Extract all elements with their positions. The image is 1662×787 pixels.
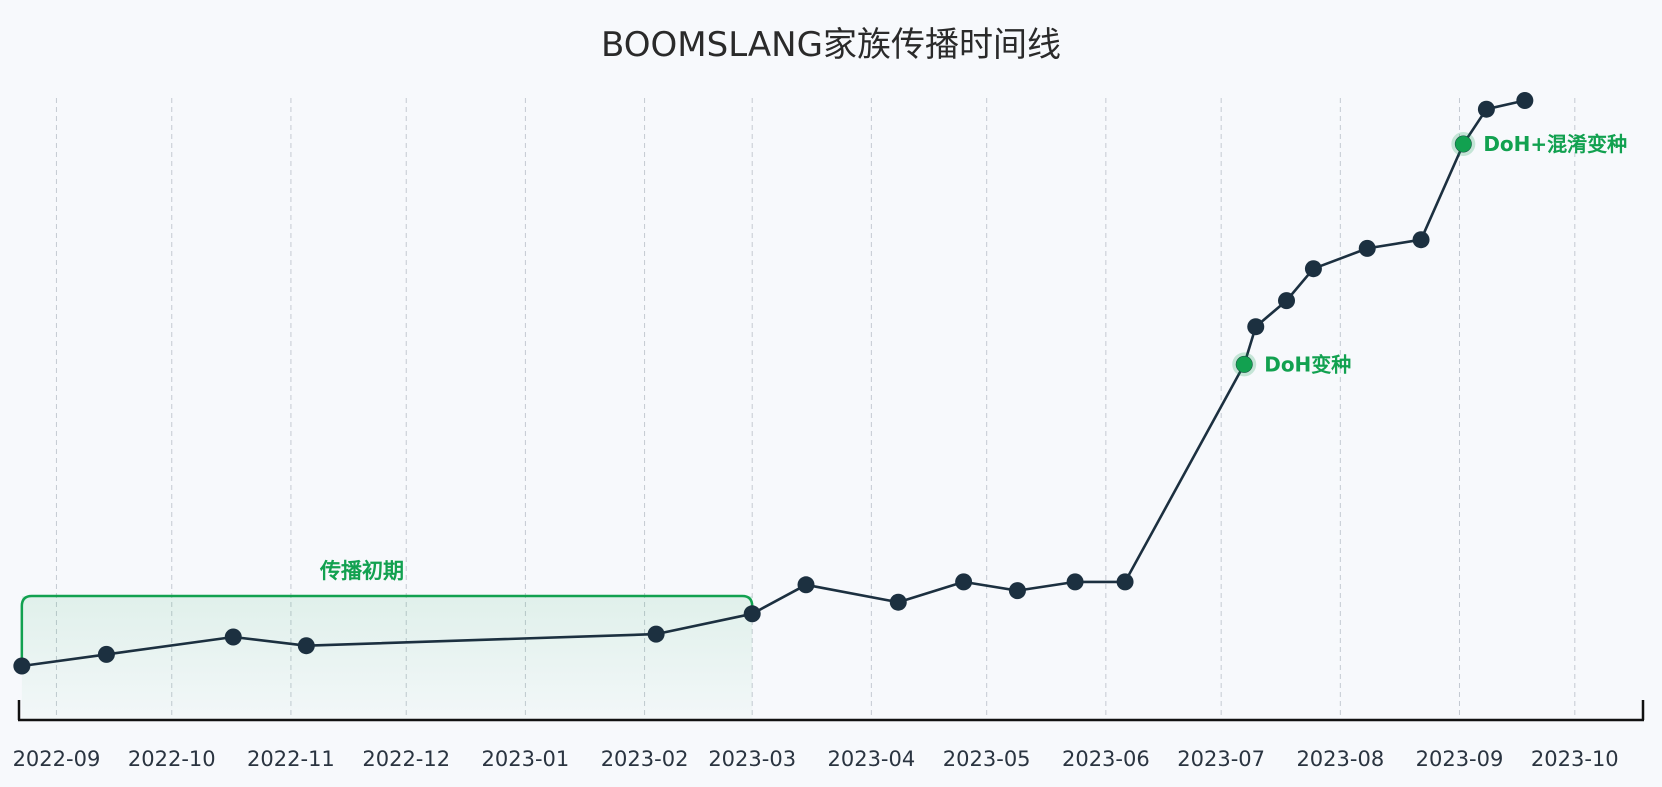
- annotation-label: DoH+混淆变种: [1483, 132, 1627, 156]
- data-point: [1116, 573, 1134, 591]
- data-point: [1278, 292, 1296, 310]
- range-annotation-label: 传播初期: [319, 559, 404, 583]
- data-point: [1247, 318, 1265, 336]
- x-tick-label: 2023-06: [1062, 747, 1150, 771]
- x-tick-label: 2023-01: [482, 747, 570, 771]
- x-tick-label: 2022-09: [13, 747, 101, 771]
- data-point: [1008, 582, 1026, 600]
- annotations: DoH变种 DoH+混淆变种: [1232, 132, 1627, 377]
- annotation-point: [1236, 356, 1253, 373]
- data-point: [13, 657, 31, 675]
- range-annotation-fill: [21, 596, 753, 720]
- x-tick-label: 2023-02: [601, 747, 689, 771]
- annotation-label: DoH变种: [1264, 352, 1351, 376]
- data-point: [1304, 260, 1322, 278]
- x-tick-label: 2022-10: [128, 747, 216, 771]
- data-point: [743, 605, 761, 623]
- data-point: [224, 628, 242, 646]
- data-point: [297, 637, 315, 655]
- grid-lines: [55, 98, 1576, 720]
- series: [13, 92, 1534, 675]
- x-tick-label: 2022-11: [247, 747, 335, 771]
- x-axis: 2022-09 2022-10 2022-11 2022-12 2023-01 2023-…: [13, 700, 1645, 771]
- x-tick-label: 2023-05: [943, 747, 1031, 771]
- data-point: [955, 573, 973, 591]
- x-tick-label: 2023-08: [1296, 747, 1384, 771]
- data-point: [1066, 573, 1084, 591]
- data-point: [97, 645, 115, 663]
- series-line: [21, 99, 1526, 668]
- x-tick-label: 2023-03: [708, 747, 796, 771]
- data-point: [1516, 92, 1534, 109]
- data-point: [1412, 231, 1430, 249]
- data-point: [647, 625, 665, 643]
- x-tick-label: 2023-07: [1177, 747, 1265, 771]
- chart-title: BOOMSLANG家族传播时间线: [601, 25, 1061, 65]
- x-tick-label: 2022-12: [362, 747, 450, 771]
- data-point: [1358, 239, 1376, 257]
- x-tick-label: 2023-10: [1531, 747, 1619, 771]
- data-point: [1477, 100, 1495, 118]
- data-point: [889, 593, 907, 611]
- x-tick-label: 2023-04: [827, 747, 915, 771]
- range-annotation-bracket: [20, 594, 754, 664]
- annotation-point: [1455, 136, 1472, 152]
- x-tick-label: 2023-09: [1416, 747, 1504, 771]
- range-annotation: 传播初期: [20, 559, 754, 720]
- data-point: [797, 576, 815, 594]
